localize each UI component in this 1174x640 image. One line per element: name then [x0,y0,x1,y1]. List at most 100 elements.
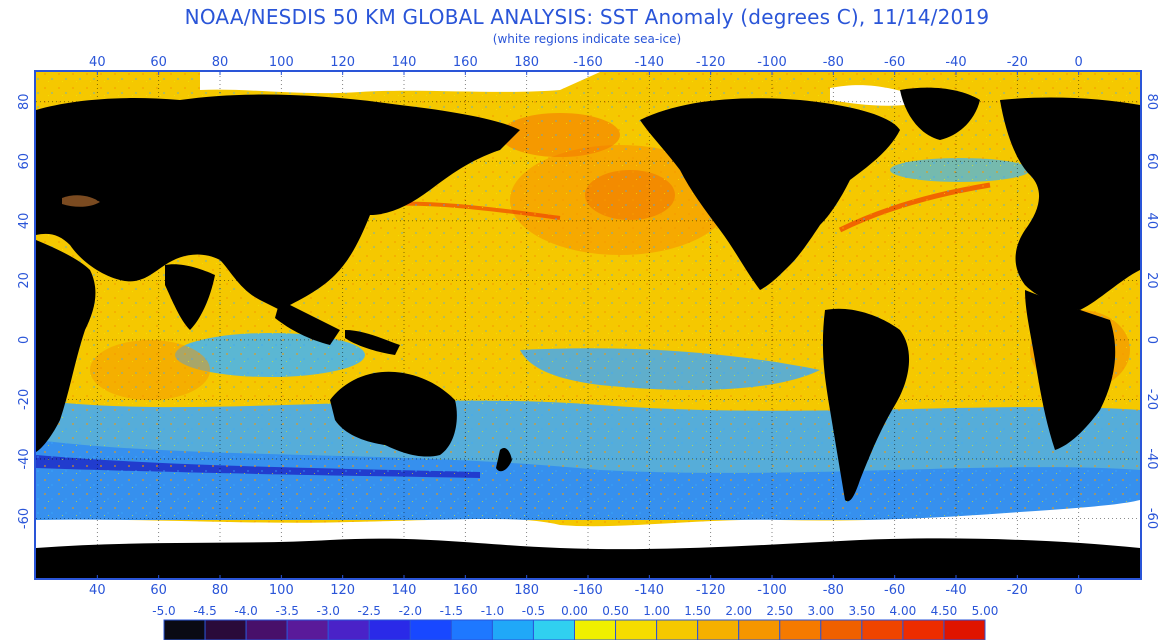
colorbar-label: -2.0 [399,604,422,618]
colorbar-label: 4.50 [931,604,958,618]
longitude-label-bottom: 40 [89,583,106,598]
longitude-label-top: 180 [514,55,539,70]
colorbar-swatch [245,619,288,640]
colorbar-label: 2.00 [725,604,752,618]
longitude-label-top: -60 [884,55,905,70]
longitude-label-bottom: 160 [453,583,478,598]
colorbar-label: 1.00 [643,604,670,618]
longitude-label-top: -80 [823,55,844,70]
latitude-label-right: -40 [1144,448,1159,469]
colorbar-label: -1.0 [481,604,504,618]
colorbar-label: -3.5 [275,604,298,618]
latitude-label-left: -40 [17,448,32,469]
colorbar-swatch [943,619,986,640]
colorbar-swatch [574,619,617,640]
colorbar-swatch [697,619,740,640]
longitude-label-bottom: -120 [696,583,726,598]
colorbar-swatch [327,619,370,640]
latitude-label-left: 0 [17,336,32,344]
longitude-label-top: 160 [453,55,478,70]
latitude-label-right: 80 [1144,93,1159,110]
colorbar-label: -3.0 [316,604,339,618]
longitude-label-bottom: -40 [945,583,966,598]
latitude-label-left: -20 [17,389,32,410]
colorbar-swatch [286,619,329,640]
longitude-labels-bottom: 40 60 80 100 120 140 160 180 -160 -140 -120 -100 -80… [89,575,1083,598]
longitude-label-bottom: -140 [635,583,665,598]
longitude-label-bottom: -20 [1007,583,1028,598]
colorbar-swatch [820,619,863,640]
longitude-label-top: -20 [1007,55,1028,70]
colorbar-label: 4.00 [890,604,917,618]
longitude-label-top: -100 [757,55,787,70]
colorbar-label: -4.5 [193,604,216,618]
colorbar-label: -1.5 [440,604,463,618]
longitude-labels-top: 40 60 80 100 120 140 160 180 -160 -140 -120 -100 -80… [89,55,1083,75]
longitude-label-bottom: -60 [884,583,905,598]
colorbar-swatch [779,619,822,640]
colorbar-swatch [450,619,493,640]
longitude-label-bottom: 80 [212,583,229,598]
longitude-label-top: 0 [1075,55,1083,70]
longitude-label-bottom: 0 [1075,583,1083,598]
longitude-label-bottom: 140 [392,583,417,598]
colorbar-label: 1.50 [684,604,711,618]
colorbar-swatch [656,619,699,640]
page-subtitle: (white regions indicate sea-ice) [492,32,682,46]
longitude-label-bottom: 100 [269,583,294,598]
longitude-label-bottom: 60 [150,583,167,598]
latitude-label-right: 0 [1144,336,1159,344]
colorbar [163,619,986,640]
latitude-labels-left: 80 60 40 20 0 -20 -40 -60 [17,93,32,529]
longitude-label-top: -40 [945,55,966,70]
latitude-label-right: -20 [1144,389,1159,410]
colorbar-label: 3.50 [848,604,875,618]
colorbar-swatch [368,619,411,640]
colorbar-label: -2.5 [358,604,381,618]
colorbar-label: -0.5 [522,604,545,618]
longitude-label-top: 120 [330,55,355,70]
colorbar-swatch [532,619,576,640]
latitude-labels-right: 80 60 40 20 0 -20 -40 -60 [1144,93,1159,529]
colorbar-label: -4.0 [234,604,257,618]
land [36,87,1140,578]
latitude-label-right: 20 [1144,272,1159,289]
colorbar-label: 3.00 [807,604,834,618]
longitude-label-bottom: -80 [823,583,844,598]
colorbar-label: 0.00 [561,604,588,618]
longitude-label-top: -160 [573,55,603,70]
longitude-label-bottom: 180 [514,583,539,598]
colorbar-swatch [163,619,206,640]
longitude-label-top: 40 [89,55,106,70]
longitude-label-top: 100 [269,55,294,70]
latitude-label-left: -60 [17,508,32,529]
colorbar-label: 2.50 [766,604,793,618]
longitude-label-top: 80 [212,55,229,70]
colorbar-swatch [409,619,452,640]
colorbar-labels: -5.0 -4.5 -4.0 -3.5 -3.0 -2.5 -2.0 -1.5 -1.0 -0.5… [152,604,998,618]
latitude-label-left: 40 [17,213,32,230]
latitude-label-right: -60 [1144,508,1159,529]
longitude-label-top: 140 [392,55,417,70]
longitude-label-top: 60 [150,55,167,70]
colorbar-swatch [615,619,658,640]
page-title: NOAA/NESDIS 50 KM GLOBAL ANALYSIS: SST A… [184,5,990,29]
latitude-label-left: 60 [17,153,32,170]
colorbar-swatch [861,619,904,640]
longitude-label-bottom: -160 [573,583,603,598]
lake-caspian [62,195,100,207]
colorbar-label: 0.50 [602,604,629,618]
colorbar-swatch [491,619,534,640]
latitude-label-left: 20 [17,272,32,289]
latitude-label-right: 40 [1144,213,1159,230]
colorbar-swatch [902,619,945,640]
graticule [36,72,1140,578]
longitude-label-bottom: 120 [330,583,355,598]
latitude-label-right: 60 [1144,153,1159,170]
colorbar-swatch [204,619,247,640]
latitude-label-left: 80 [17,93,32,110]
colorbar-label: -5.0 [152,604,175,618]
longitude-label-top: -120 [696,55,726,70]
colorbar-label: 5.00 [972,604,999,618]
